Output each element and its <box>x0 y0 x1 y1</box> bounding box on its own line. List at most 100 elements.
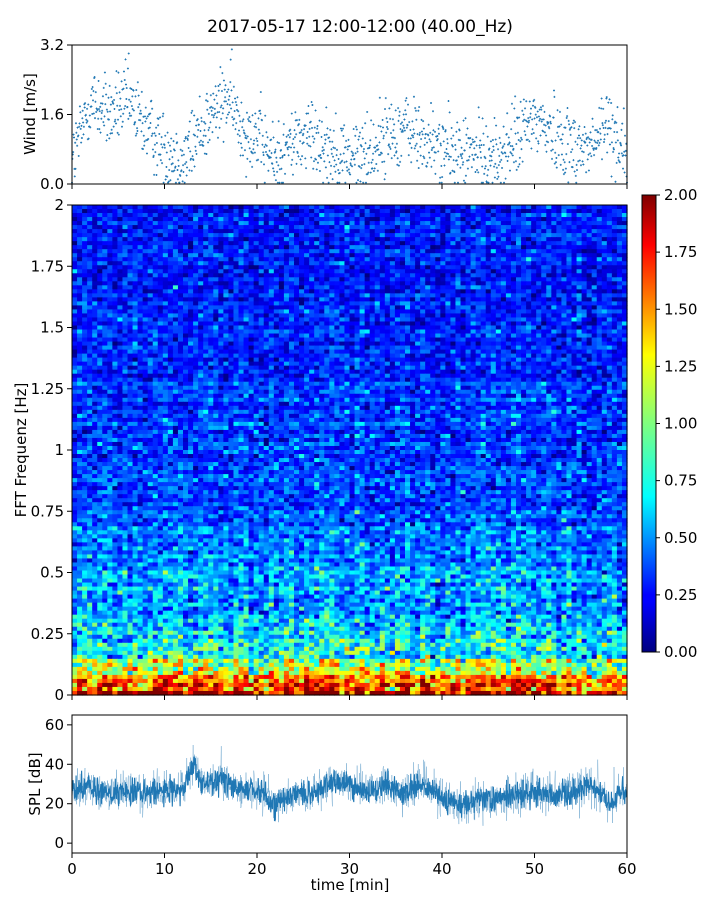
spectrogram-cell <box>107 213 113 218</box>
wind-point <box>310 156 313 159</box>
spectrogram-cell <box>505 221 512 226</box>
spectrogram-cell <box>324 305 330 311</box>
spectrogram-cell <box>521 277 527 282</box>
spectrogram-cell <box>571 261 578 266</box>
spectrogram-cell <box>167 305 174 311</box>
spectrogram-cell <box>283 217 290 222</box>
spectrogram-cell <box>510 229 517 234</box>
spectrogram-cell <box>586 245 593 250</box>
spectrogram-cell <box>611 309 618 315</box>
spectrogram-cell <box>354 317 361 323</box>
spectrogram-cell <box>208 245 214 250</box>
spectrogram-cell <box>177 229 184 234</box>
wind-point <box>205 92 208 95</box>
spectrogram-cell <box>218 261 224 266</box>
spectrogram-cell <box>576 257 583 262</box>
spectrogram-cell <box>288 213 295 218</box>
spectrogram-cell <box>410 273 416 278</box>
spectrogram-cell <box>92 285 98 290</box>
wind-point <box>129 87 132 90</box>
spectrogram-cell <box>405 241 411 246</box>
spectrogram-cell <box>283 221 290 226</box>
wind-point <box>355 181 358 184</box>
spectrogram-cell <box>97 297 103 302</box>
spectrogram-cell <box>490 305 497 311</box>
spectrogram-cell <box>601 221 608 226</box>
spectrogram-cell <box>621 209 628 214</box>
wind-point <box>310 101 313 104</box>
spectrogram-cell <box>273 229 280 234</box>
wind-point <box>506 159 509 162</box>
wind-point <box>581 160 584 163</box>
spectrogram-cell <box>117 237 124 242</box>
wind-point <box>374 146 377 149</box>
spectrogram-cell <box>208 225 214 230</box>
spectrogram-cell <box>198 221 204 226</box>
spectrogram-cell <box>243 213 250 218</box>
spectrogram-cell <box>122 289 129 294</box>
spectrogram-cell <box>389 237 396 242</box>
wind-point <box>466 167 469 170</box>
spectrogram-cell <box>349 293 356 298</box>
spectrogram-cell <box>294 249 300 254</box>
spectrogram-cell <box>122 329 129 335</box>
spectrogram-cell <box>228 269 235 274</box>
wind-point <box>350 150 353 153</box>
spectrogram-cell <box>601 293 608 298</box>
spectrogram-cell <box>551 237 557 242</box>
spectrogram-cell <box>541 261 547 266</box>
spectrogram-cell <box>77 213 83 218</box>
spectrogram-cell <box>263 241 270 246</box>
spectrogram-cell <box>526 253 532 258</box>
spectrogram-cell <box>546 241 552 246</box>
spectrogram-cell <box>107 277 113 282</box>
wind-point <box>253 125 256 128</box>
wind-point <box>220 90 223 93</box>
spectrogram-cell <box>349 273 356 278</box>
spectrogram-cell <box>228 317 235 323</box>
wind-point <box>571 166 574 169</box>
spectrogram-cell <box>571 221 578 226</box>
wind-point <box>616 139 619 142</box>
wind-point <box>156 164 159 167</box>
wind-point <box>293 129 296 132</box>
spectrogram-cell <box>344 213 351 218</box>
spectrogram-cell <box>420 289 426 294</box>
spectrogram-cell <box>384 273 391 278</box>
wind-point <box>596 141 599 144</box>
spectrogram-cell <box>601 205 608 210</box>
spectrogram-cell <box>485 209 492 214</box>
wind-point <box>181 149 184 152</box>
spectrogram-cell <box>238 229 245 234</box>
spectrogram-cell <box>455 277 462 282</box>
spectrogram-cell <box>369 217 376 222</box>
spectrogram-cell <box>102 305 108 311</box>
spectrogram-cell <box>480 317 487 323</box>
spectrogram-cell <box>213 265 219 270</box>
wind-point <box>385 117 388 120</box>
wind-point <box>489 140 492 143</box>
spectrogram-cell <box>526 269 532 274</box>
spectrogram-cell <box>299 277 305 282</box>
wind-point <box>89 126 92 129</box>
spectrogram-cell <box>177 241 184 246</box>
wind-point <box>547 121 550 124</box>
spectrogram-cell <box>344 237 351 242</box>
spectrogram-cell <box>97 289 103 294</box>
spectrogram-cell <box>167 321 174 327</box>
spectrogram-cell <box>546 257 552 262</box>
wind-point <box>452 159 455 162</box>
spectrogram-cell <box>294 237 300 242</box>
spectrogram-cell <box>415 321 421 327</box>
wind-point <box>220 117 223 120</box>
spectrogram-cell <box>208 269 214 274</box>
spectrogram-cell <box>505 317 512 323</box>
spectrogram-cell <box>536 277 542 282</box>
spectrogram-cell <box>188 233 194 238</box>
spectrogram-cell <box>97 269 103 274</box>
spectrogram-cell <box>233 329 240 335</box>
spectrogram-cell <box>107 285 113 290</box>
spectrogram-cell <box>531 233 537 238</box>
spectrogram-cell <box>616 305 623 311</box>
spectrogram-cell <box>87 209 93 214</box>
